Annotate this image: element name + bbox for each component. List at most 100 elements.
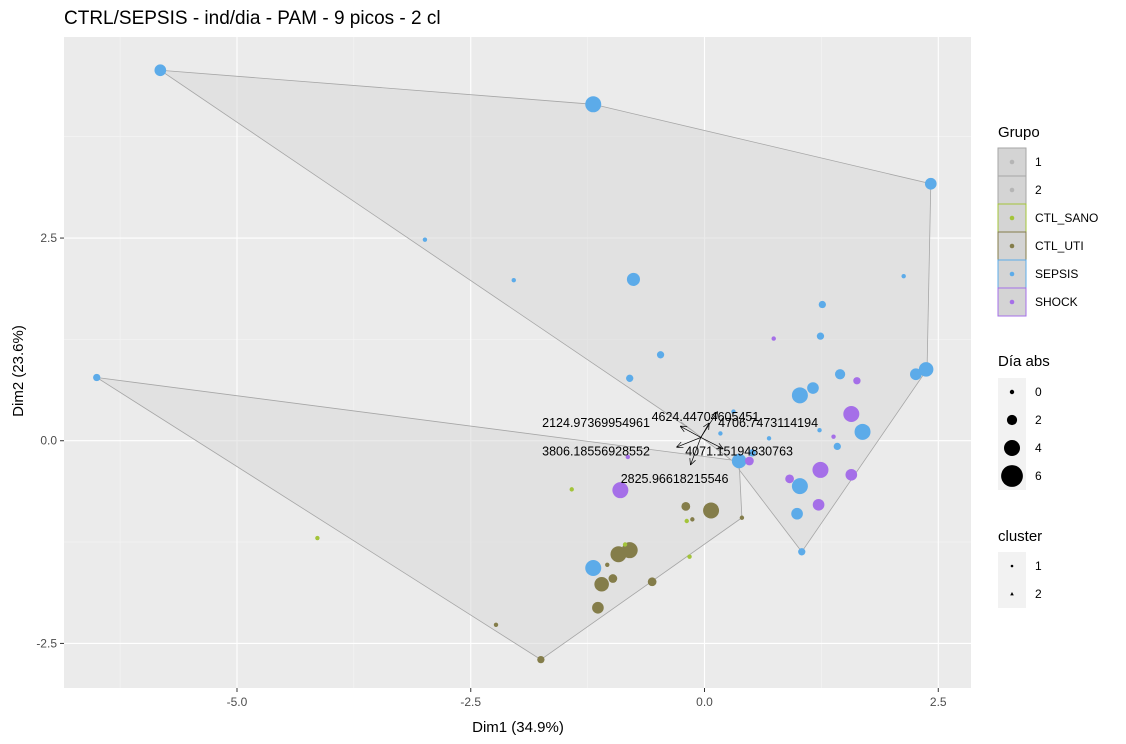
point-shock	[831, 434, 836, 439]
annotation-arrowhead	[718, 443, 724, 450]
annotation-arrowhead	[703, 422, 710, 428]
legend-dia-label: 4	[1035, 441, 1042, 455]
legend-dia-title: Día abs	[998, 353, 1050, 370]
point-sepsis	[511, 278, 516, 283]
point-sepsis	[585, 560, 602, 577]
point-sepsis	[817, 427, 822, 433]
annotation-arrow	[690, 437, 702, 466]
point-ctl_sano	[569, 487, 574, 492]
y-axis-ticks: -2.5 0.0 2.5	[36, 231, 64, 650]
legend-dia-label: 2	[1035, 413, 1042, 427]
point-sepsis	[731, 409, 736, 414]
point-sepsis	[791, 387, 808, 404]
point-ctl_uti	[537, 655, 545, 664]
legend-dia-dot	[1004, 440, 1020, 456]
point-shock	[843, 405, 860, 422]
point-ctl_sano	[315, 535, 320, 541]
point-sepsis	[626, 374, 634, 382]
legend-grupo-label: 2	[1035, 183, 1042, 197]
annotation-arrows	[676, 411, 724, 466]
annotation-arrowhead	[690, 459, 696, 466]
legend-cluster-dot	[1010, 564, 1014, 568]
annotation-label: 4706.7473114194	[718, 416, 818, 430]
point-sepsis	[766, 436, 772, 441]
annotation-label: 2825.96618215546	[621, 472, 729, 486]
legend-dia-label: 0	[1035, 385, 1042, 399]
legend-cluster: cluster 1 2	[998, 528, 1042, 608]
y-tick-label: 2.5	[40, 231, 57, 245]
point-shock	[771, 336, 776, 341]
point-shock	[812, 498, 825, 511]
data-points	[93, 64, 937, 664]
legend-dia-label: 6	[1035, 469, 1042, 483]
point-sepsis	[731, 453, 747, 469]
point-sepsis	[910, 368, 922, 381]
legend-grupo-dot	[1009, 299, 1015, 305]
point-ctl_uti	[605, 562, 610, 567]
annotation-label: 2124.97369954961	[542, 416, 650, 430]
annotation-arrowhead	[679, 425, 685, 433]
annotation-arrowhead	[689, 458, 691, 466]
legend-grupo-label: CTL_UTI	[1035, 239, 1084, 253]
point-sepsis	[834, 369, 846, 380]
point-ctl_uti	[610, 546, 627, 563]
annotation-arrow	[676, 437, 701, 448]
x-tick-label: 0.0	[696, 695, 713, 709]
annotation-arrow	[680, 425, 701, 438]
point-sepsis	[154, 64, 167, 77]
point-sepsis	[816, 332, 825, 340]
point-ctl_sano	[684, 518, 689, 524]
annotation-arrowhead	[711, 411, 718, 416]
point-sepsis	[748, 449, 756, 457]
y-tick-label: 0.0	[40, 434, 57, 448]
point-ctl_uti	[690, 517, 695, 522]
point-sepsis	[901, 273, 906, 279]
legend-cluster-title: cluster	[998, 528, 1042, 545]
point-ctl_uti	[594, 576, 609, 592]
annotation-arrowhead	[708, 422, 710, 430]
annotation-arrowhead	[676, 441, 682, 448]
point-sepsis	[791, 507, 803, 520]
x-axis-title: Dim1 (34.9%)	[472, 719, 564, 736]
point-sepsis	[626, 272, 640, 286]
legend-grupo-dot	[1009, 243, 1015, 249]
legend-dia: Día abs 0 2 4 6	[998, 353, 1050, 490]
point-sepsis	[798, 548, 806, 556]
point-ctl_sano	[687, 554, 692, 559]
legend-grupo-dot	[1009, 159, 1015, 165]
point-sepsis	[833, 442, 841, 451]
point-ctl_uti	[647, 577, 657, 587]
legend-dia-dot	[1009, 389, 1015, 395]
point-shock	[625, 454, 631, 460]
legend-grupo-label: SHOCK	[1035, 295, 1078, 309]
annotation-arrowhead	[716, 411, 718, 419]
point-sepsis	[656, 351, 665, 359]
point-sepsis	[585, 96, 602, 113]
legend-cluster-label: 1	[1035, 559, 1042, 573]
point-ctl_uti	[592, 601, 604, 614]
point-sepsis	[807, 382, 819, 394]
point-ctl_uti	[739, 515, 745, 520]
legend-grupo-dot	[1009, 187, 1015, 193]
cluster-hulls	[96, 69, 932, 661]
point-sepsis	[422, 237, 428, 242]
point-ctl_uti	[608, 574, 618, 583]
x-axis-ticks: -5.0 -2.5 0.0 2.5	[227, 688, 947, 709]
legend-dia-dot	[1001, 465, 1023, 487]
point-sepsis	[791, 478, 808, 495]
y-tick-label: -2.5	[36, 636, 57, 650]
point-sepsis	[93, 373, 101, 382]
legend-dia-dot	[1006, 414, 1018, 426]
chart-title: CTRL/SEPSIS - ind/dia - PAM - 9 picos - …	[64, 8, 441, 29]
legend-grupo-label: CTL_SANO	[1035, 211, 1098, 225]
y-axis-title: Dim2 (23.6%)	[10, 325, 27, 417]
point-ctl_uti	[703, 502, 720, 519]
legend-grupo-dot	[1009, 215, 1015, 221]
point-shock	[785, 474, 794, 484]
legend-grupo-label: 1	[1035, 155, 1042, 169]
annotation-arrow	[700, 422, 710, 438]
point-sepsis	[924, 177, 937, 190]
legend-grupo-dot	[1009, 271, 1015, 277]
